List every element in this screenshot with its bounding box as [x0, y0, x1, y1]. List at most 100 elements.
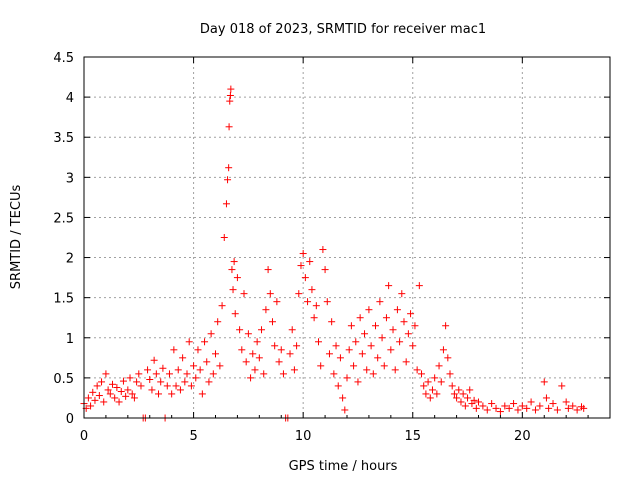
data-point — [404, 330, 412, 338]
data-point — [225, 164, 233, 172]
data-points — [80, 85, 588, 422]
data-point — [130, 394, 138, 402]
data-point — [304, 298, 312, 306]
data-point — [312, 302, 320, 310]
data-point — [354, 378, 362, 386]
data-point — [457, 398, 465, 406]
data-point — [275, 358, 283, 366]
data-point — [89, 388, 97, 396]
data-point — [212, 350, 219, 358]
data-point — [87, 402, 95, 410]
data-point — [332, 342, 340, 350]
data-point — [135, 370, 143, 378]
data-point — [310, 314, 318, 322]
data-point — [306, 258, 314, 266]
data-point — [150, 356, 158, 364]
y-axis-label: SRMTID / TECUs — [9, 185, 24, 290]
data-point — [251, 366, 259, 374]
data-point — [479, 402, 487, 410]
data-point — [439, 346, 447, 354]
data-point — [378, 334, 386, 342]
data-point — [240, 290, 248, 298]
data-point — [483, 406, 491, 414]
data-point — [124, 386, 132, 394]
data-point — [400, 318, 408, 326]
data-point — [194, 346, 202, 354]
data-point — [163, 382, 171, 390]
chart-title: Day 018 of 2023, SRMTID for receiver mac… — [200, 22, 486, 37]
data-point — [113, 384, 121, 392]
data-point — [104, 386, 112, 394]
data-point — [288, 326, 296, 334]
data-point — [562, 398, 570, 406]
data-point — [564, 404, 572, 412]
data-point — [518, 402, 526, 410]
data-point — [435, 362, 443, 370]
data-point — [198, 390, 206, 398]
data-point — [297, 262, 305, 270]
data-point — [231, 310, 239, 318]
data-point — [336, 354, 344, 362]
data-point — [249, 350, 257, 358]
data-point — [431, 374, 439, 382]
data-point — [117, 388, 125, 396]
data-point — [448, 382, 456, 390]
data-point — [146, 375, 154, 383]
y-tick-label: 0.5 — [53, 372, 74, 387]
data-point — [325, 350, 333, 358]
data-point — [446, 370, 454, 378]
data-point — [455, 386, 463, 394]
data-point — [226, 97, 234, 105]
data-point — [553, 406, 561, 414]
y-tick-label: 1.5 — [53, 292, 74, 307]
data-point — [137, 382, 145, 390]
x-tick-label: 5 — [189, 429, 197, 444]
data-point — [126, 374, 134, 382]
data-point — [393, 306, 401, 314]
data-point — [569, 402, 577, 410]
data-point — [183, 370, 191, 378]
data-point — [323, 298, 331, 306]
y-tick-label: 3.5 — [53, 131, 74, 146]
data-point — [170, 346, 178, 354]
data-point — [536, 402, 544, 410]
data-point — [428, 386, 436, 394]
data-point — [238, 346, 246, 354]
data-point — [268, 318, 276, 326]
data-point — [185, 338, 193, 346]
data-point — [470, 396, 478, 404]
data-point — [266, 290, 274, 298]
data-point — [209, 370, 217, 378]
data-point — [387, 346, 395, 354]
data-point — [233, 274, 241, 282]
data-point — [299, 250, 307, 258]
data-point — [203, 358, 211, 366]
data-point — [207, 330, 215, 338]
data-point — [152, 370, 160, 378]
data-point — [229, 286, 237, 294]
x-tick-label: 10 — [295, 429, 312, 444]
data-point — [98, 378, 106, 386]
data-point — [466, 386, 474, 394]
data-point — [115, 398, 123, 406]
y-tick-label: 3 — [66, 171, 74, 186]
data-point — [260, 370, 268, 378]
data-point — [573, 406, 581, 414]
data-point — [549, 400, 557, 408]
data-point — [492, 404, 500, 412]
data-point — [413, 366, 421, 374]
data-point — [341, 406, 349, 414]
data-point — [253, 338, 261, 346]
data-point — [361, 330, 369, 338]
plot-frame — [83, 56, 611, 419]
data-point — [133, 378, 141, 386]
data-point — [290, 366, 298, 374]
data-point — [389, 326, 397, 334]
data-point — [157, 378, 165, 386]
data-point — [505, 404, 513, 412]
data-point — [293, 342, 301, 350]
data-point — [100, 398, 108, 406]
data-point — [236, 326, 244, 334]
y-tick-label: 1 — [66, 332, 74, 347]
